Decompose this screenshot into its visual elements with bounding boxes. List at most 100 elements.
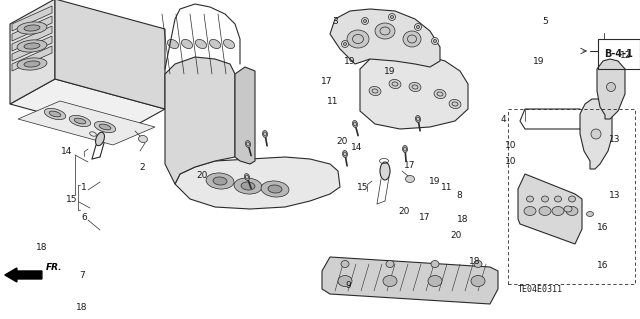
Ellipse shape: [338, 276, 352, 286]
Polygon shape: [12, 6, 52, 31]
Ellipse shape: [261, 181, 289, 197]
Ellipse shape: [223, 40, 235, 48]
Text: 16: 16: [596, 261, 608, 270]
Ellipse shape: [341, 261, 349, 268]
Ellipse shape: [244, 174, 250, 181]
Ellipse shape: [262, 130, 268, 137]
Ellipse shape: [375, 23, 395, 39]
Polygon shape: [12, 26, 52, 51]
Text: 20: 20: [450, 231, 461, 240]
Polygon shape: [175, 157, 340, 209]
Text: 12: 12: [620, 50, 632, 60]
Text: 17: 17: [403, 160, 415, 169]
Ellipse shape: [181, 40, 193, 48]
Ellipse shape: [99, 124, 111, 130]
Ellipse shape: [69, 115, 91, 127]
Ellipse shape: [383, 276, 397, 286]
Text: 1: 1: [81, 183, 87, 192]
Text: TE04E0311: TE04E0311: [518, 285, 563, 293]
Text: 6: 6: [81, 213, 87, 222]
Polygon shape: [165, 57, 235, 184]
Ellipse shape: [434, 89, 446, 99]
Ellipse shape: [586, 211, 593, 217]
Text: 18: 18: [76, 303, 88, 313]
Text: 19: 19: [383, 68, 395, 77]
Ellipse shape: [554, 196, 561, 202]
Ellipse shape: [234, 178, 262, 194]
Text: 4: 4: [500, 115, 506, 124]
Ellipse shape: [209, 40, 221, 48]
Bar: [598, 39, 640, 69]
Polygon shape: [55, 0, 165, 109]
Ellipse shape: [195, 40, 207, 48]
Text: 18: 18: [468, 257, 480, 266]
Ellipse shape: [24, 61, 40, 67]
Text: 11: 11: [326, 98, 338, 107]
Polygon shape: [12, 36, 52, 61]
Text: 13: 13: [609, 190, 620, 199]
Text: 16: 16: [596, 224, 608, 233]
Polygon shape: [10, 0, 55, 104]
Text: 20: 20: [196, 170, 208, 180]
Text: 8: 8: [456, 190, 462, 199]
Text: 13: 13: [609, 136, 620, 145]
Ellipse shape: [24, 43, 40, 49]
Polygon shape: [518, 174, 582, 244]
Ellipse shape: [138, 136, 147, 143]
Ellipse shape: [17, 58, 47, 70]
Text: 17: 17: [419, 213, 430, 222]
Text: 19: 19: [532, 57, 544, 66]
Polygon shape: [330, 9, 440, 67]
Text: 11: 11: [440, 183, 452, 192]
Polygon shape: [12, 16, 52, 41]
Ellipse shape: [344, 42, 346, 46]
Ellipse shape: [168, 40, 179, 48]
Text: 15: 15: [65, 196, 77, 204]
Ellipse shape: [417, 26, 419, 28]
Ellipse shape: [389, 79, 401, 89]
Text: 19: 19: [429, 177, 440, 187]
FancyArrow shape: [5, 268, 42, 282]
Ellipse shape: [471, 276, 485, 286]
Polygon shape: [580, 99, 612, 169]
Ellipse shape: [17, 40, 47, 52]
Ellipse shape: [17, 22, 47, 34]
Text: 17: 17: [321, 78, 332, 86]
Text: 2: 2: [139, 162, 145, 172]
Ellipse shape: [388, 13, 396, 20]
Ellipse shape: [415, 24, 422, 31]
Ellipse shape: [566, 206, 578, 216]
Ellipse shape: [213, 177, 227, 185]
Text: 18: 18: [36, 243, 48, 253]
Text: 20: 20: [337, 137, 348, 146]
Ellipse shape: [241, 182, 255, 190]
Ellipse shape: [564, 206, 572, 212]
Ellipse shape: [552, 206, 564, 216]
Ellipse shape: [390, 16, 394, 19]
Ellipse shape: [245, 141, 251, 147]
Text: 20: 20: [399, 207, 410, 217]
Text: 7: 7: [79, 271, 85, 280]
Ellipse shape: [342, 151, 348, 158]
Text: 18: 18: [456, 216, 468, 225]
Ellipse shape: [94, 122, 116, 133]
Ellipse shape: [403, 145, 408, 152]
Ellipse shape: [95, 132, 104, 146]
Ellipse shape: [403, 31, 421, 47]
Ellipse shape: [24, 25, 40, 31]
Text: 5: 5: [542, 18, 548, 26]
Ellipse shape: [342, 41, 349, 48]
Polygon shape: [322, 257, 498, 304]
Polygon shape: [597, 59, 625, 119]
Ellipse shape: [428, 276, 442, 286]
Text: 14: 14: [61, 147, 72, 157]
Ellipse shape: [268, 185, 282, 193]
Text: 3: 3: [332, 18, 338, 26]
Ellipse shape: [539, 206, 551, 216]
Ellipse shape: [49, 111, 61, 117]
Ellipse shape: [364, 19, 367, 23]
Ellipse shape: [431, 38, 438, 44]
Text: 9: 9: [345, 280, 351, 290]
Ellipse shape: [369, 86, 381, 96]
Ellipse shape: [607, 83, 616, 92]
